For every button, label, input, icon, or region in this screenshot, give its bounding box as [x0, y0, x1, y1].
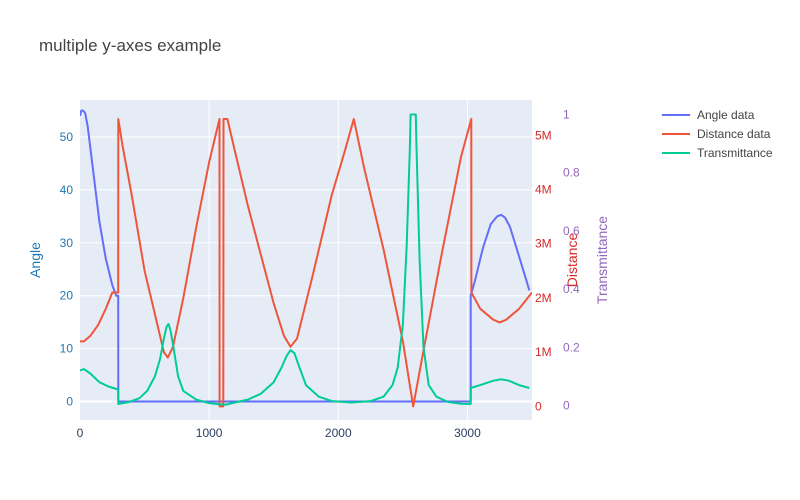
legend-item[interactable]: Transmittance [662, 146, 773, 160]
y1-tick-label: 50 [60, 130, 74, 144]
y2-tick-label: 5M [535, 128, 552, 142]
x-tick-label: 3000 [454, 426, 481, 440]
y2-tick-label: 4M [535, 182, 552, 196]
x-tick-label: 1000 [196, 426, 223, 440]
y2-tick-label: 2M [535, 291, 552, 305]
y-axes: 0 10 20 30 40 50 Angle 0 1M 2M 3M 4M 5M Distance 0 0.2 0… [27, 108, 610, 414]
legend-item[interactable]: Angle data [662, 108, 755, 122]
legend-label: Transmittance [697, 146, 773, 160]
y3-tick-label: 0.4 [563, 282, 580, 296]
x-tick-label: 2000 [325, 426, 352, 440]
legend[interactable]: Angle data Distance data Transmittance [662, 108, 773, 160]
legend-label: Distance data [697, 127, 771, 141]
series-line-angle-data [80, 109, 531, 403]
series-line-transmittance [80, 113, 530, 406]
x-axis: 0 1000 2000 3000 [77, 426, 481, 440]
y2-tick-label: 1M [535, 345, 552, 359]
y2-tick-label: 3M [535, 237, 552, 251]
legend-label: Angle data [697, 108, 755, 122]
x-tick-label: 0 [77, 426, 84, 440]
y3-tick-label: 1 [563, 108, 570, 122]
y3-tick-label: 0 [563, 398, 570, 412]
legend-item[interactable]: Distance data [662, 127, 771, 141]
y3-axis-title: Transmittance [594, 216, 610, 304]
y1-tick-label: 0 [66, 394, 73, 408]
y3-tick-label: 0.6 [563, 224, 580, 238]
y1-tick-label: 20 [60, 289, 74, 303]
y3-tick-label: 0.8 [563, 166, 580, 180]
plot-area [80, 100, 532, 420]
chart-title: multiple y-axes example [39, 36, 221, 55]
y2-tick-label: 0 [535, 399, 542, 413]
series-line-distance-data [80, 118, 532, 408]
y1-tick-label: 40 [60, 183, 74, 197]
y2-axis-title: Distance [564, 233, 580, 288]
y1-axis-title: Angle [27, 242, 43, 278]
series-lines [80, 109, 532, 408]
y3-tick-label: 0.2 [563, 340, 580, 354]
y1-tick-label: 30 [60, 236, 74, 250]
y1-tick-label: 10 [60, 342, 74, 356]
